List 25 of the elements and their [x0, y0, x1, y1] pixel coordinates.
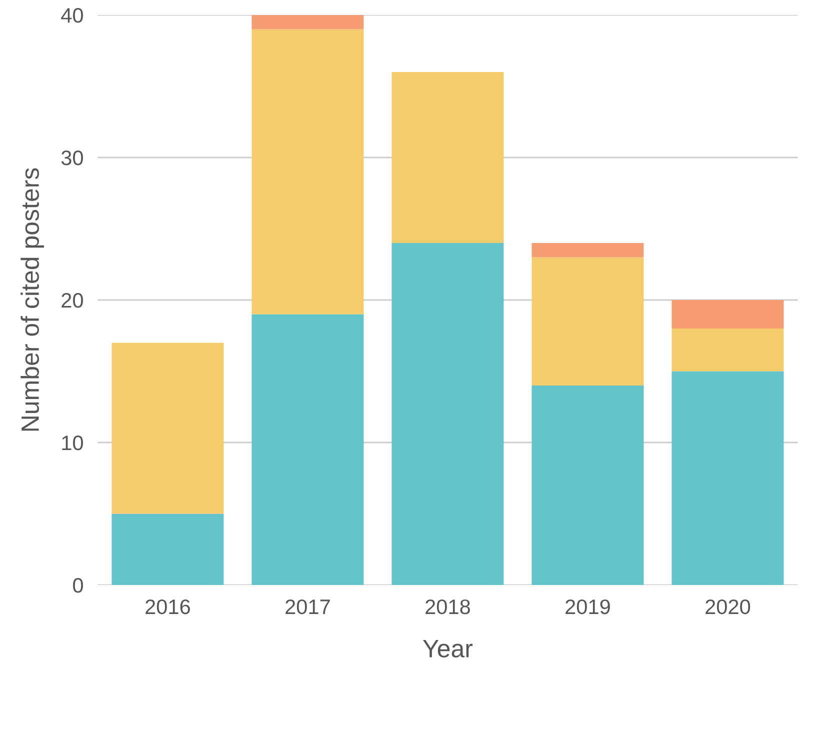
bar	[532, 243, 644, 258]
y-axis-title: Number of cited posters	[20, 168, 44, 431]
bar	[252, 29, 364, 314]
y-tick-label: 20	[62, 293, 83, 308]
bar	[672, 328, 784, 372]
x-axis-title: Year	[422, 640, 473, 658]
bar	[672, 300, 784, 328]
bar	[532, 386, 644, 585]
x-tick-label: 2020	[706, 599, 750, 614]
bar	[672, 371, 784, 585]
bar	[112, 342, 224, 514]
bar	[112, 514, 224, 585]
y-tick-label: 40	[61, 8, 83, 23]
x-tick-label: 2017	[286, 599, 330, 614]
bar	[252, 15, 364, 30]
x-tick-label: 2019	[566, 599, 610, 614]
y-tick-label: 10	[62, 436, 83, 450]
y-tick-label: 30	[61, 150, 83, 166]
x-tick-label: 2016	[146, 599, 190, 614]
x-tick-label: 2018	[426, 599, 470, 614]
y-tick-label: 0	[73, 578, 83, 593]
bar	[392, 72, 504, 243]
bar	[252, 314, 364, 585]
bar	[392, 243, 504, 585]
bar	[532, 257, 644, 386]
